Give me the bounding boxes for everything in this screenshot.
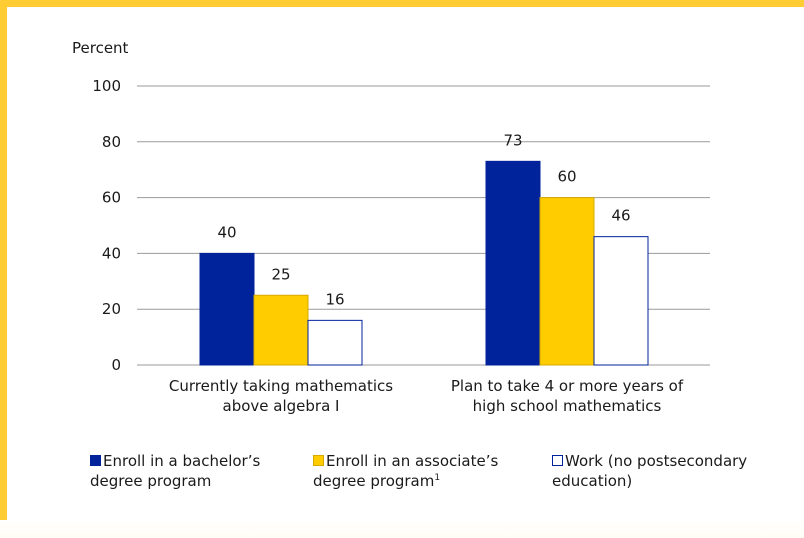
legend-label-associate-line2: degree program — [313, 472, 435, 490]
data-label-associate-group1: 25 — [271, 265, 290, 283]
legend-item-work: Work (no postsecondary education) — [552, 451, 747, 491]
y-tick-label-60: 60 — [102, 189, 121, 207]
legend-label-associate-line1: Enroll in an associate’s — [326, 452, 499, 470]
legend-label-bachelor-line1: Enroll in a bachelor’s — [103, 452, 261, 470]
data-label-work-group1: 16 — [325, 290, 344, 308]
data-label-bachelor-group1: 40 — [217, 223, 236, 241]
bar-associate-group2 — [539, 197, 595, 366]
legend-item-bachelor: Enroll in a bachelor’s degree program — [90, 451, 260, 491]
x-category-label-2-line1: Plan to take 4 or more years of — [451, 377, 684, 395]
bottom-fade — [0, 520, 804, 538]
bar-chart: 0 20 40 60 80 100 Percent 40 73 25 60 16 46 Currently… — [72, 39, 710, 415]
accent-top-bar — [0, 0, 804, 7]
legend-swatch-associate — [313, 455, 324, 466]
legend-label-bachelor-line2: degree program — [90, 472, 212, 490]
x-category-label-1-line1: Currently taking mathematics — [169, 377, 393, 395]
y-tick-label-20: 20 — [102, 300, 121, 318]
legend-footnote-marker: 1 — [434, 473, 441, 483]
legend-item-associate: Enroll in an associate’s degree program1 — [313, 451, 498, 491]
x-category-label-1-line2: above algebra I — [223, 397, 340, 415]
data-label-bachelor-group2: 73 — [503, 131, 522, 149]
y-tick-label-0: 0 — [111, 356, 121, 374]
y-tick-label-100: 100 — [92, 77, 121, 95]
y-tick-label-40: 40 — [102, 244, 121, 262]
bar-work-group1 — [307, 319, 363, 366]
data-label-associate-group2: 60 — [557, 168, 576, 186]
x-category-label-2-line2: high school mathematics — [473, 397, 662, 415]
legend-label-work-line2: education) — [552, 472, 633, 490]
legend-swatch-work — [552, 455, 563, 466]
bar-work-group2 — [593, 236, 649, 366]
y-tick-label-80: 80 — [102, 133, 121, 151]
legend-swatch-bachelor — [90, 455, 101, 466]
bar-bachelor-group1 — [199, 252, 255, 366]
accent-left-bar — [0, 0, 7, 538]
bar-bachelor-group2 — [485, 160, 541, 366]
bar-associate-group1 — [253, 294, 309, 366]
y-axis-label: Percent — [72, 39, 129, 57]
legend-label-work-line1: Work (no postsecondary — [565, 452, 748, 470]
data-label-work-group2: 46 — [611, 207, 630, 225]
